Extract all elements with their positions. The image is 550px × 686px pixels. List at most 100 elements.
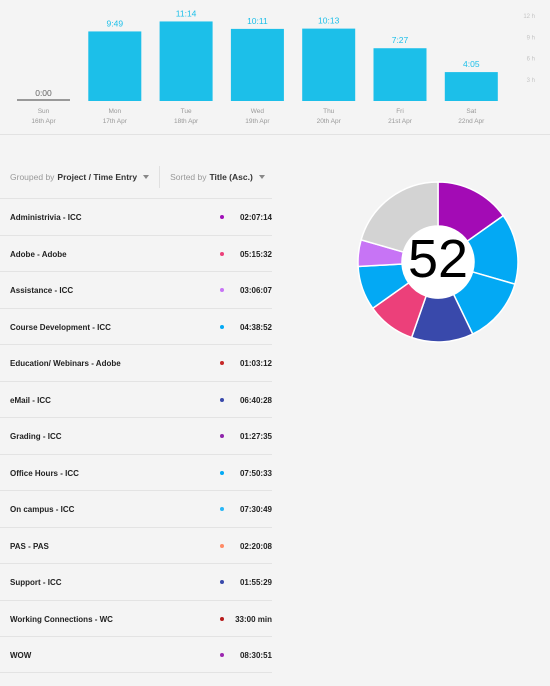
bar-mon[interactable] bbox=[88, 31, 142, 101]
list-item[interactable]: Working Connections - WC 33:00 min bbox=[0, 599, 272, 637]
x-tick-date: 19th Apr bbox=[245, 118, 270, 125]
bar-fri[interactable] bbox=[373, 48, 427, 101]
x-tick-day: Tue bbox=[181, 108, 192, 115]
bar-sat[interactable] bbox=[444, 72, 498, 101]
weekly-bar-chart: 0:00 Sun 16th Apr 9:49 Mon 17th Apr 11:14 Tue 18… bbox=[0, 0, 550, 135]
chevron-down-icon bbox=[258, 175, 265, 179]
list-item[interactable]: Support - ICC 01:55:29 bbox=[0, 563, 272, 600]
bar-value-label: 7:27 bbox=[392, 35, 409, 45]
color-dot-icon bbox=[220, 507, 224, 511]
color-dot-icon bbox=[220, 251, 224, 256]
x-tick-day: Wed bbox=[251, 108, 265, 115]
entry-title: On campus - ICC bbox=[10, 505, 75, 514]
color-dot-icon bbox=[220, 361, 224, 365]
color-dot-icon bbox=[220, 288, 224, 292]
group-by-label: Grouped by bbox=[10, 172, 55, 182]
controls-divider bbox=[159, 166, 161, 188]
bar-thu[interactable] bbox=[302, 28, 356, 101]
entry-duration: 01:27:35 bbox=[239, 432, 272, 441]
x-tick-date: 20th Apr bbox=[317, 118, 342, 125]
donut-center bbox=[402, 226, 474, 298]
list-item[interactable]: Administrivia - ICC 02:07:14 bbox=[0, 198, 272, 235]
entry-duration: 02:20:08 bbox=[239, 541, 272, 551]
entry-duration: 03:06:07 bbox=[239, 286, 272, 295]
group-by-value: Project / Time Entry bbox=[57, 172, 138, 182]
entry-duration: 01:03:12 bbox=[239, 359, 272, 368]
bar-value-label: 10:13 bbox=[318, 16, 340, 26]
entry-title: Education/ Webinars - Adobe bbox=[10, 359, 121, 368]
entry-title: eMail - ICC bbox=[10, 395, 51, 405]
x-tick-day: Thu bbox=[323, 108, 335, 115]
x-tick-date: 16th Apr bbox=[31, 118, 56, 125]
y-tick-label: 12 h bbox=[523, 14, 535, 20]
list-item[interactable]: PAS - PAS 02:20:08 bbox=[0, 526, 272, 564]
color-dot-icon bbox=[220, 470, 224, 475]
entry-duration: 04:38:52 bbox=[239, 322, 272, 332]
color-dot-icon bbox=[220, 543, 224, 548]
donut-segment[interactable] bbox=[360, 181, 439, 253]
x-tick-date: 21st Apr bbox=[388, 118, 413, 125]
bar-value-label: 10:11 bbox=[247, 16, 268, 26]
y-tick-label: 3 h bbox=[527, 78, 535, 84]
entry-title: Adobe - Adobe bbox=[10, 249, 67, 259]
bar-value-label: 0:00 bbox=[35, 88, 52, 98]
sort-by-dropdown[interactable]: Sorted by Title (Asc.) bbox=[170, 172, 265, 182]
project-donut-chart bbox=[357, 181, 519, 343]
entry-title: Administrivia - ICC bbox=[10, 213, 82, 222]
x-tick-day: Fri bbox=[396, 108, 404, 115]
entry-duration: 01:55:29 bbox=[239, 578, 272, 587]
list-item[interactable]: Grading - ICC 01:27:35 bbox=[0, 417, 272, 454]
color-dot-icon bbox=[220, 215, 224, 219]
bar-sun[interactable] bbox=[17, 99, 70, 101]
x-tick-day: Sat bbox=[466, 108, 476, 115]
color-dot-icon bbox=[220, 580, 224, 584]
sort-by-value: Title (Asc.) bbox=[209, 172, 253, 182]
chart-divider bbox=[0, 134, 550, 135]
project-entry-list: Administrivia - ICC 02:07:14 Adobe - Adobe… bbox=[0, 198, 272, 673]
bar-value-label: 11:14 bbox=[176, 8, 197, 18]
entry-title: Support - ICC bbox=[10, 578, 62, 587]
x-tick-date: 18th Apr bbox=[174, 118, 199, 125]
entry-duration: 07:50:33 bbox=[239, 468, 272, 478]
list-controls: Grouped by Project / Time Entry Sorted b… bbox=[10, 166, 265, 188]
list-item[interactable]: Education/ Webinars - Adobe 01:03:12 bbox=[0, 344, 272, 381]
x-tick-day: Sun bbox=[38, 108, 50, 115]
list-item[interactable]: On campus - ICC 07:30:49 bbox=[0, 490, 272, 527]
list-item[interactable]: Adobe - Adobe 05:15:32 bbox=[0, 234, 272, 272]
x-tick-day: Mon bbox=[108, 108, 121, 115]
entry-duration: 02:07:14 bbox=[239, 213, 272, 222]
color-dot-icon bbox=[220, 397, 224, 402]
list-item[interactable]: Assistance - ICC 03:06:07 bbox=[0, 271, 272, 308]
entry-duration: 07:30:49 bbox=[239, 505, 272, 514]
y-tick-label: 6 h bbox=[527, 57, 535, 63]
entry-title: WOW bbox=[10, 651, 32, 660]
entry-duration: 05:15:32 bbox=[239, 249, 272, 259]
entry-title: PAS - PAS bbox=[10, 541, 49, 551]
y-tick-label: 9 h bbox=[527, 35, 535, 41]
list-item[interactable]: Office Hours - ICC 07:50:33 bbox=[0, 453, 272, 491]
color-dot-icon bbox=[220, 324, 224, 329]
entry-title: Working Connections - WC bbox=[10, 614, 113, 624]
list-item[interactable]: Course Development - ICC 04:38:52 bbox=[0, 307, 272, 345]
list-item[interactable]: WOW 08:30:51 bbox=[0, 636, 272, 673]
entry-duration: 33:00 min bbox=[235, 614, 272, 624]
bar-value-label: 4:05 bbox=[463, 59, 480, 69]
x-tick-date: 22nd Apr bbox=[458, 118, 485, 125]
entry-title: Grading - ICC bbox=[10, 432, 62, 441]
entry-duration: 08:30:51 bbox=[239, 651, 272, 660]
bar-tue[interactable] bbox=[159, 21, 213, 102]
entry-title: Office Hours - ICC bbox=[10, 468, 79, 478]
entry-duration: 06:40:28 bbox=[239, 395, 272, 405]
color-dot-icon bbox=[220, 434, 224, 438]
bar-wed[interactable] bbox=[230, 28, 284, 102]
sort-by-label: Sorted by bbox=[170, 172, 207, 182]
entry-title: Assistance - ICC bbox=[10, 286, 74, 295]
entry-title: Course Development - ICC bbox=[10, 322, 111, 332]
group-by-dropdown[interactable]: Grouped by Project / Time Entry bbox=[10, 172, 150, 182]
donut-total-label: 52 bbox=[407, 229, 469, 289]
chevron-down-icon bbox=[143, 175, 150, 179]
bar-chart-svg: 0:00 Sun 16th Apr 9:49 Mon 17th Apr 11:14 Tue 18… bbox=[17, 8, 535, 125]
color-dot-icon bbox=[220, 616, 224, 621]
bar-value-label: 9:49 bbox=[107, 18, 124, 28]
list-item[interactable]: eMail - ICC 06:40:28 bbox=[0, 380, 272, 418]
